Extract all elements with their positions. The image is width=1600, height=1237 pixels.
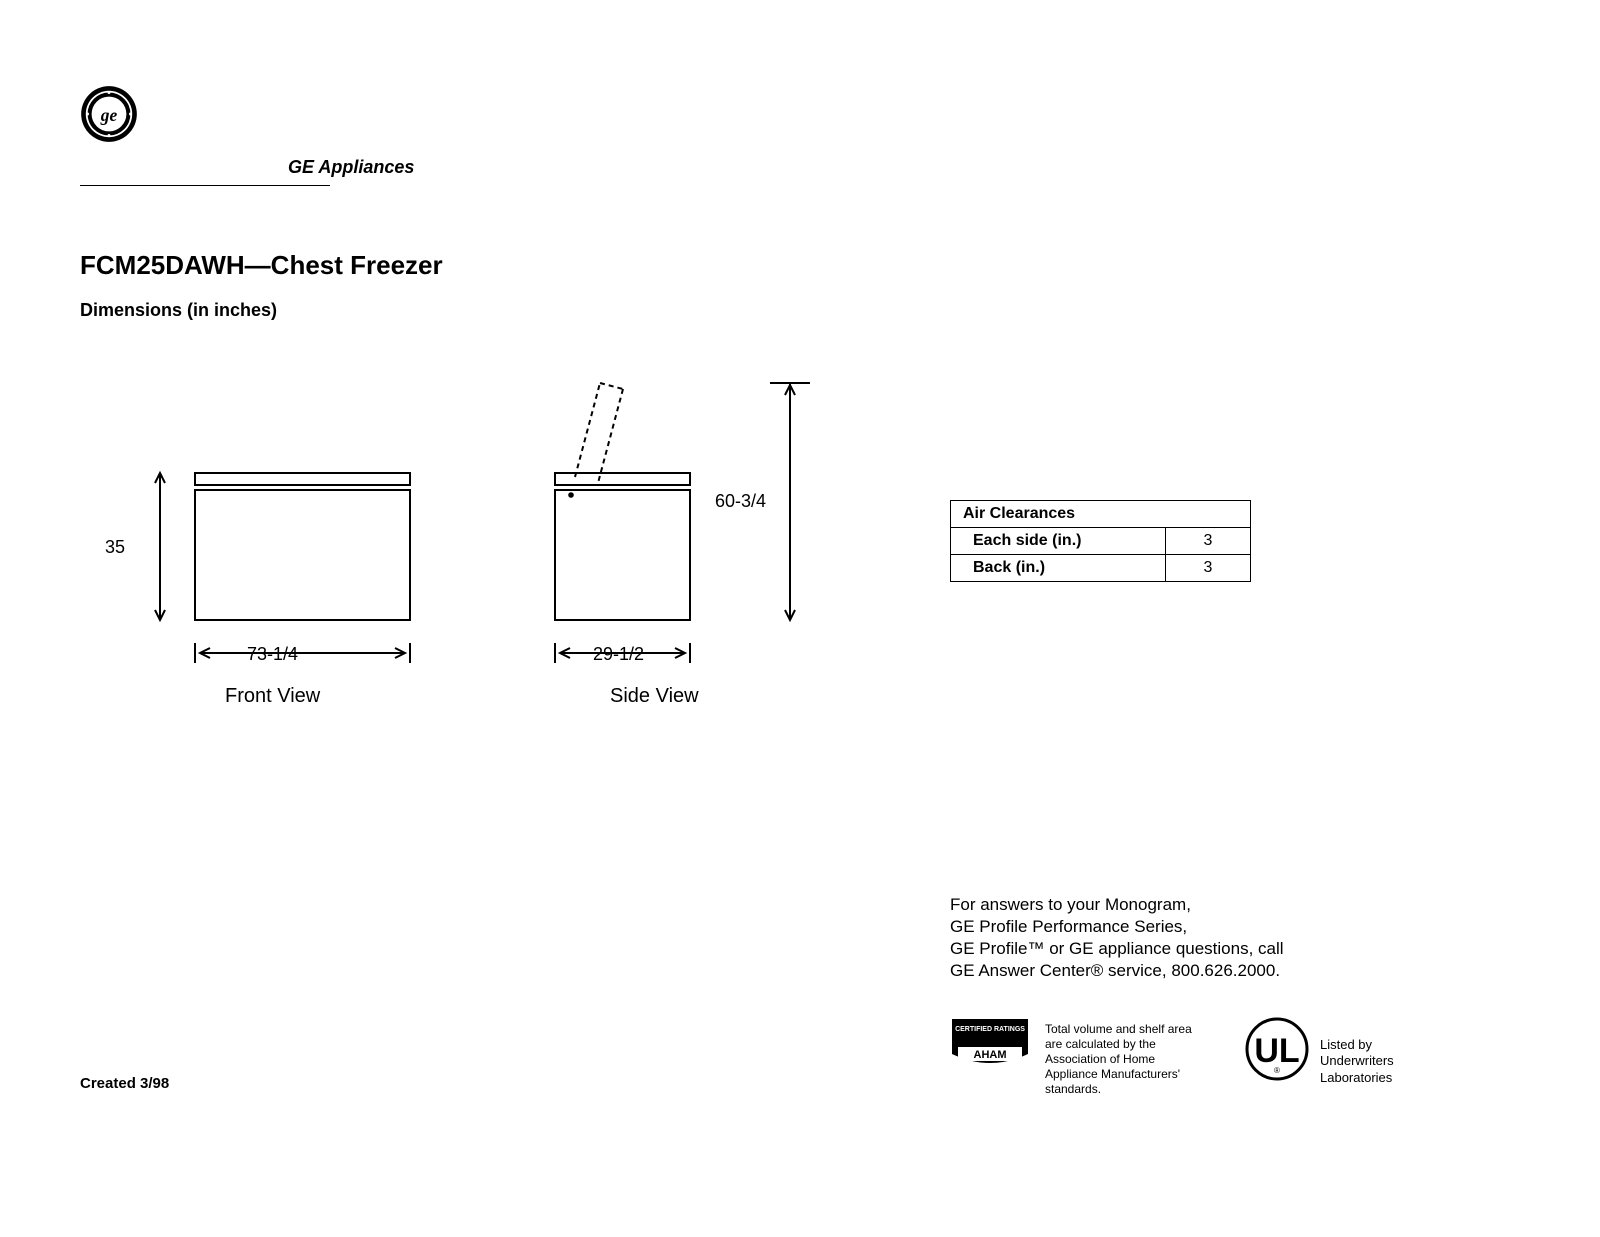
aham-description: Total volume and shelf area are calculat…	[1045, 1022, 1200, 1097]
row-value: 3	[1166, 555, 1251, 582]
dim-side-depth: 29-1/2	[593, 644, 644, 665]
front-view-label: Front View	[225, 685, 320, 708]
certification-band: CERTIFIED RATINGS AHAM Association of Ho…	[950, 1017, 1510, 1097]
ge-logo-icon: ge	[80, 85, 138, 143]
air-clearance-table: Air Clearances Each side (in.) 3 Back (i…	[950, 500, 1251, 582]
brand-name: GE Appliances	[288, 157, 414, 178]
svg-text:Association of Home: Association of Home	[972, 1065, 1009, 1070]
table-row: Back (in.) 3	[951, 555, 1251, 582]
answers-line: GE Answer Center® service, 800.626.2000.	[950, 960, 1284, 982]
svg-text:CERTIFIED RATINGS: CERTIFIED RATINGS	[955, 1026, 1025, 1033]
row-label: Each side (in.)	[951, 528, 1166, 555]
contact-info: For answers to your Monogram, GE Profile…	[950, 894, 1284, 982]
svg-text:UL: UL	[1254, 1032, 1299, 1070]
side-view-label: Side View	[610, 685, 699, 708]
svg-text:®: ®	[1274, 1066, 1280, 1075]
row-label: Back (in.)	[951, 555, 1166, 582]
ul-badge-icon: UL ®	[1245, 1017, 1310, 1082]
dim-front-width: 73-1/4	[247, 644, 298, 665]
row-value: 3	[1166, 528, 1251, 555]
answers-line: GE Profile Performance Series,	[950, 916, 1284, 938]
answers-line: GE Profile™ or GE appliance questions, c…	[950, 938, 1284, 960]
section-title: Dimensions (in inches)	[80, 300, 277, 321]
table-row: Each side (in.) 3	[951, 528, 1251, 555]
answers-line: For answers to your Monogram,	[950, 894, 1284, 916]
table-header: Air Clearances	[951, 501, 1251, 528]
ul-description: Listed by Underwriters Laboratories	[1320, 1037, 1394, 1086]
dimension-diagram: 35 73-1/4 Front View 29-1/2 60-3/4 Side …	[50, 365, 850, 785]
svg-text:Appliance Manufacturers: Appliance Manufacturers	[968, 1071, 1012, 1076]
header-divider	[80, 185, 330, 186]
created-date: Created 3/98	[80, 1075, 169, 1092]
svg-text:ge: ge	[100, 105, 118, 125]
product-title: FCM25DAWH—Chest Freezer	[80, 250, 443, 281]
dim-side-open-height: 60-3/4	[715, 491, 766, 512]
svg-text:AHAM: AHAM	[974, 1049, 1007, 1061]
dim-front-height: 35	[105, 537, 125, 558]
aham-badge-icon: CERTIFIED RATINGS AHAM Association of Ho…	[950, 1017, 1030, 1092]
